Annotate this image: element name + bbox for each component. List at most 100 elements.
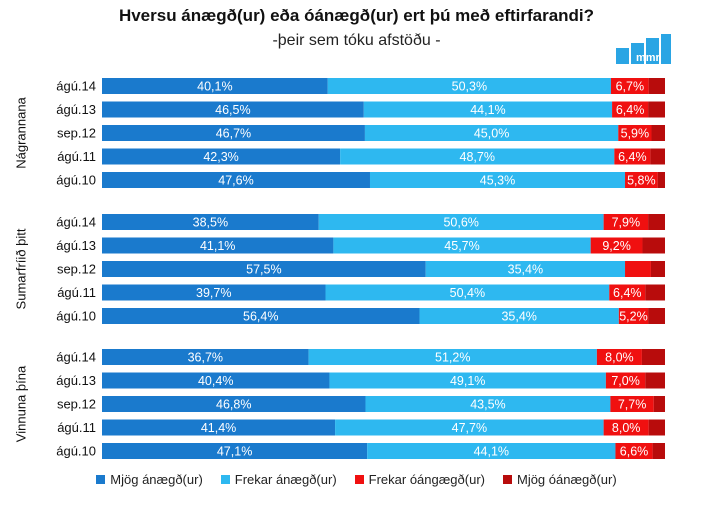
legend-label: Frekar óángægð(ur) bbox=[368, 472, 485, 487]
bar-segment bbox=[650, 148, 665, 165]
data-label: 39,7% bbox=[196, 286, 231, 300]
bar-segment bbox=[365, 396, 611, 412]
bar-segment bbox=[102, 443, 368, 459]
bar-segment bbox=[333, 237, 591, 254]
bar-segment bbox=[610, 396, 654, 412]
data-label: 9,2% bbox=[602, 239, 631, 253]
data-label: 35,4% bbox=[508, 262, 543, 276]
category-label: sep.12 bbox=[57, 396, 96, 411]
bar-segment bbox=[102, 148, 341, 165]
bar-segment bbox=[369, 172, 626, 188]
bar-segment bbox=[648, 78, 665, 94]
category-label: ágú.13 bbox=[56, 373, 96, 388]
bar-segment bbox=[642, 237, 665, 254]
data-label: 47,1% bbox=[217, 444, 252, 458]
legend-swatch bbox=[354, 475, 364, 484]
bar-segment bbox=[102, 237, 334, 254]
legend-swatch bbox=[96, 475, 106, 484]
bar-segment bbox=[610, 78, 649, 94]
data-label: 5,8% bbox=[627, 173, 656, 187]
bar-segment bbox=[603, 419, 649, 436]
data-label: 6,4% bbox=[613, 286, 642, 300]
bar-segment bbox=[102, 308, 420, 324]
category-label: ágú.11 bbox=[57, 149, 96, 164]
bar-segment bbox=[102, 101, 364, 118]
legend-item: Mjög ánægð(ur) bbox=[96, 472, 203, 487]
data-label: 6,4% bbox=[616, 103, 645, 117]
data-label: 44,1% bbox=[474, 444, 509, 458]
bar-segment bbox=[425, 261, 626, 277]
group-label: Vinnuna þína bbox=[13, 365, 28, 442]
category-label: ágú.13 bbox=[56, 102, 96, 117]
bar-segment bbox=[625, 261, 651, 277]
bar-segment bbox=[615, 443, 653, 459]
bar-segment bbox=[605, 372, 646, 389]
bar-segment bbox=[318, 214, 604, 230]
bar-segment bbox=[590, 237, 643, 254]
data-label: 45,0% bbox=[474, 126, 509, 140]
stacked-bar-chart: Nágrannana ágú.14 40,1% 50,3% 6,7% ágú.13 46,5… bbox=[13, 78, 665, 459]
category-label: ágú.10 bbox=[56, 172, 96, 187]
data-label: 47,6% bbox=[218, 173, 253, 187]
group-label: Sumarfríið þitt bbox=[13, 228, 28, 309]
bar-segment bbox=[618, 308, 649, 324]
legend-item: Frekar ánægð(ur) bbox=[220, 472, 337, 487]
data-label: 45,3% bbox=[480, 173, 515, 187]
bar-segment bbox=[657, 172, 665, 188]
bar-segment bbox=[612, 101, 649, 118]
bar-segment bbox=[102, 214, 319, 230]
bar-segment bbox=[618, 125, 652, 141]
data-label: 49,1% bbox=[450, 374, 485, 388]
data-label: 42,3% bbox=[203, 150, 238, 164]
data-label: 46,7% bbox=[216, 126, 251, 140]
data-label: 40,1% bbox=[197, 79, 232, 93]
data-label: 6,4% bbox=[618, 150, 647, 164]
data-label: 8,0% bbox=[605, 350, 634, 364]
group-label: Nágrannana bbox=[13, 96, 28, 168]
logo-text: mmr bbox=[636, 52, 661, 64]
bar-segment bbox=[102, 349, 309, 365]
logo-block bbox=[646, 38, 659, 64]
bar-segment bbox=[102, 372, 330, 389]
logo-block bbox=[661, 34, 671, 64]
legend-item: Frekar óángægð(ur) bbox=[354, 472, 485, 487]
bar-segment bbox=[648, 214, 665, 230]
bar-segment bbox=[651, 125, 665, 141]
bar-segment bbox=[329, 372, 606, 389]
bar-segment bbox=[308, 349, 597, 365]
data-label: 46,8% bbox=[216, 397, 251, 411]
category-label: sep.12 bbox=[57, 261, 96, 276]
chart-title: Hversu ánægð(ur) eða óánægð(ur) ert þú m… bbox=[118, 6, 595, 25]
bar-segment bbox=[102, 261, 426, 277]
data-label: 5,9% bbox=[621, 126, 650, 140]
bar-segment bbox=[364, 125, 619, 141]
bar-segment bbox=[363, 101, 613, 118]
data-label: 50,6% bbox=[443, 215, 478, 229]
bar-segment bbox=[641, 349, 665, 365]
data-label: 35,4% bbox=[501, 309, 536, 323]
data-label: 6,7% bbox=[616, 79, 645, 93]
data-label: 7,7% bbox=[618, 397, 647, 411]
bar-segment bbox=[340, 148, 615, 165]
data-label: 7,9% bbox=[612, 215, 641, 229]
data-label: 7,0% bbox=[611, 374, 640, 388]
category-label: ágú.10 bbox=[56, 308, 96, 323]
bar-segment bbox=[609, 284, 646, 301]
data-label: 56,4% bbox=[243, 309, 278, 323]
bar-segment bbox=[625, 172, 658, 188]
data-label: 51,2% bbox=[435, 350, 470, 364]
category-label: ágú.14 bbox=[56, 78, 96, 93]
legend: Mjög ánægð(ur) Frekar ánægð(ur) Frekar óán… bbox=[0, 472, 713, 487]
data-label: 45,7% bbox=[444, 239, 479, 253]
data-label: 43,5% bbox=[470, 397, 505, 411]
bar-segment bbox=[603, 214, 649, 230]
bar-segment bbox=[102, 284, 326, 301]
bar-segment bbox=[648, 419, 665, 436]
legend-item: Mjög óánægð(ur) bbox=[502, 472, 617, 487]
bar-segment bbox=[102, 172, 370, 188]
bar-segment bbox=[102, 419, 336, 436]
bar-segment bbox=[102, 125, 365, 141]
data-label: 8,0% bbox=[612, 421, 641, 435]
bar-segment bbox=[648, 308, 665, 324]
bar-segment bbox=[102, 396, 366, 412]
